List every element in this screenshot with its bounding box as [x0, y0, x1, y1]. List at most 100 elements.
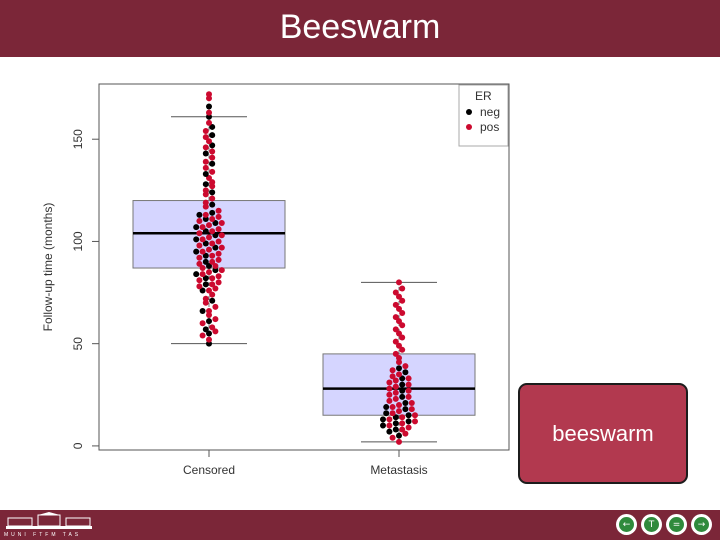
data-point-neg: [202, 181, 209, 188]
data-point-pos: [206, 287, 212, 294]
data-point-pos: [209, 148, 216, 155]
data-point-neg: [202, 281, 209, 288]
data-point-pos: [392, 377, 399, 384]
slide-title: Beeswarm: [279, 8, 441, 46]
data-point-pos: [392, 301, 399, 308]
data-point-pos: [212, 285, 219, 292]
data-point-pos: [206, 175, 212, 182]
data-point-pos: [209, 281, 216, 288]
data-point-neg: [206, 330, 212, 337]
data-point-pos: [199, 271, 206, 278]
y-axis-label: Follow-up time (months): [41, 203, 55, 332]
data-point-pos: [389, 404, 396, 411]
data-point-pos: [199, 236, 206, 243]
footer-bar: MUNI FTFM TAS ← T = →: [0, 510, 720, 540]
data-point-pos: [389, 410, 396, 417]
data-point-pos: [399, 310, 406, 317]
data-point-pos: [396, 318, 402, 325]
data-point-neg: [209, 160, 216, 167]
data-point-neg: [199, 287, 206, 294]
data-point-neg: [209, 297, 216, 304]
data-point-pos: [399, 334, 406, 341]
callout-box: beeswarm: [518, 383, 688, 484]
data-point-neg: [396, 432, 402, 439]
data-point-pos: [215, 226, 222, 233]
data-point-neg: [193, 248, 200, 255]
data-point-pos: [206, 91, 212, 98]
data-point-pos: [412, 412, 418, 419]
data-point-pos: [408, 406, 415, 413]
data-point-pos: [196, 260, 203, 267]
data-point-neg: [399, 387, 406, 394]
legend-marker-neg: [466, 109, 472, 115]
prev-slide-icon[interactable]: ←: [616, 514, 637, 535]
data-point-pos: [386, 391, 393, 398]
data-point-neg: [199, 307, 206, 314]
equal-icon[interactable]: =: [666, 514, 687, 535]
data-point-neg: [209, 142, 216, 149]
data-point-pos: [209, 179, 216, 186]
data-point-pos: [209, 168, 216, 175]
nav-icons: ← T = →: [616, 514, 712, 535]
data-point-pos: [396, 330, 402, 337]
data-point-pos: [215, 279, 222, 286]
data-point-neg: [212, 244, 219, 251]
data-point-neg: [193, 236, 200, 243]
data-point-pos: [209, 154, 216, 161]
x-tick-label: Metastasis: [370, 463, 427, 477]
data-point-pos: [209, 258, 216, 265]
data-point-pos: [392, 314, 399, 321]
data-point-pos: [212, 328, 219, 335]
university-building-icon: [6, 512, 92, 529]
data-point-pos: [209, 275, 216, 282]
data-point-neg: [196, 211, 203, 218]
x-tick-label: Censored: [183, 463, 235, 477]
data-point-neg: [396, 365, 402, 372]
data-point-pos: [206, 246, 212, 253]
next-slide-icon[interactable]: →: [691, 514, 712, 535]
data-point-pos: [202, 144, 209, 151]
data-point-neg: [212, 232, 219, 239]
legend-box: [458, 84, 509, 147]
data-point-pos: [386, 379, 393, 386]
data-point-pos: [202, 187, 209, 194]
data-point-pos: [405, 424, 412, 431]
data-point-pos: [215, 250, 222, 257]
data-point-pos: [199, 265, 206, 272]
data-point-pos: [408, 399, 415, 406]
data-point-pos: [392, 289, 399, 296]
data-point-neg: [402, 406, 409, 413]
data-point-neg: [193, 224, 200, 231]
footer-logo-text: MUNI FTFM TAS: [4, 532, 82, 538]
data-point-pos: [215, 256, 222, 263]
data-point-pos: [215, 207, 222, 214]
data-point-neg: [392, 426, 399, 433]
data-point-pos: [218, 267, 225, 274]
data-point-pos: [206, 222, 212, 229]
data-point-pos: [196, 217, 203, 224]
data-point-pos: [386, 397, 393, 404]
data-point-neg: [405, 412, 412, 419]
data-point-pos: [199, 320, 206, 327]
data-point-pos: [402, 430, 409, 437]
data-point-pos: [215, 273, 222, 280]
data-point-neg: [402, 369, 409, 376]
data-point-pos: [202, 199, 209, 206]
data-point-neg: [383, 410, 390, 417]
data-point-pos: [396, 293, 402, 300]
data-point-pos: [202, 295, 209, 302]
data-point-neg: [206, 318, 212, 325]
data-point-neg: [202, 275, 209, 282]
data-point-pos: [212, 262, 219, 269]
data-point-neg: [399, 381, 406, 388]
data-point-neg: [405, 418, 412, 425]
data-point-neg: [380, 416, 386, 423]
data-point-pos: [396, 371, 402, 378]
beeswarm-chart: 0 50 100 150 Follow-up time (months) Censored…: [41, 83, 510, 477]
table-of-contents-icon[interactable]: T: [641, 514, 662, 535]
data-point-neg: [209, 123, 216, 130]
data-point-pos: [405, 375, 412, 382]
data-point-pos: [196, 242, 203, 249]
data-point-pos: [209, 215, 216, 222]
legend-title: ER: [475, 89, 492, 103]
